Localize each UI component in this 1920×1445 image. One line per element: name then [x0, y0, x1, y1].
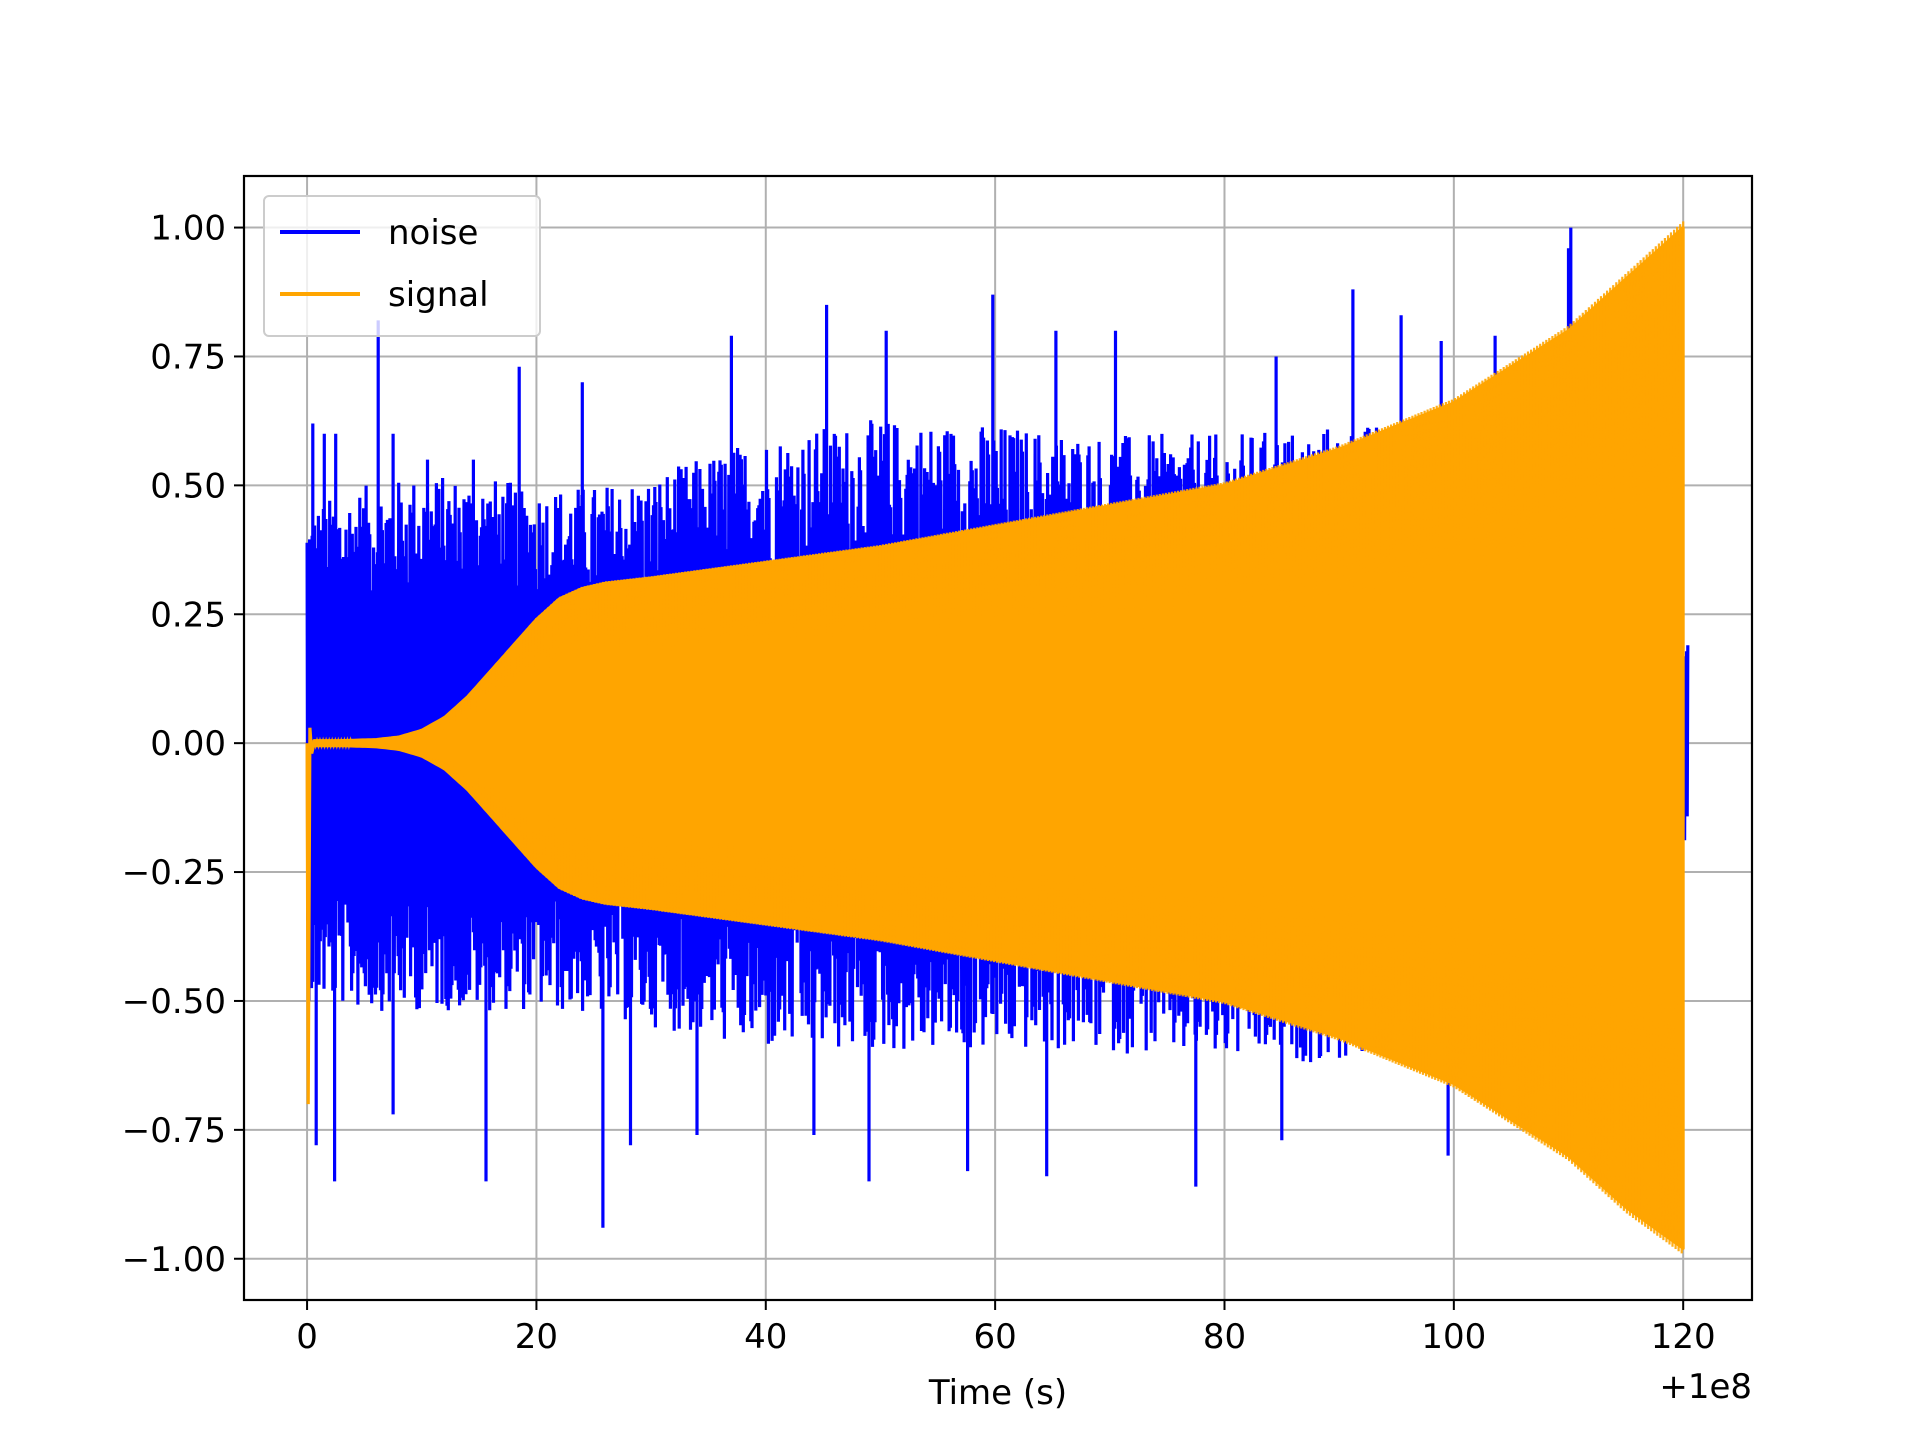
x-tick-label: 100	[1421, 1317, 1486, 1357]
y-tick-label: −1.00	[122, 1240, 226, 1280]
signal-series-line	[312, 221, 1685, 1254]
plot-area	[305, 221, 1690, 1254]
x-tick-label: 0	[296, 1317, 318, 1357]
x-tick-label: 80	[1203, 1317, 1246, 1357]
y-tick-label: −0.50	[122, 982, 226, 1022]
x-axis-label: Time (s)	[928, 1373, 1067, 1413]
legend: noise signal	[263, 195, 541, 337]
x-tick-label: 60	[974, 1317, 1017, 1357]
y-tick-label: 0.25	[150, 595, 226, 635]
signal-initial-transient	[305, 727, 316, 1105]
axes-frame	[242, 174, 1754, 1302]
legend-label-signal: signal	[388, 275, 489, 315]
y-axis: 1.00 0.75 0.50 0.25 0.00 −0.25 −0.50 −0.75 −1.00	[122, 209, 244, 1280]
y-tick-label: −0.75	[122, 1111, 226, 1151]
y-tick-label: −0.25	[122, 853, 226, 893]
legend-label-noise: noise	[388, 213, 478, 253]
y-tick-label: 1.00	[150, 209, 226, 249]
x-tick-label: 120	[1651, 1317, 1716, 1357]
x-axis-offset-label: +1e8	[1659, 1367, 1752, 1407]
y-tick-label: 0.75	[150, 337, 226, 377]
x-axis: 0 20 40 60 80 100 120	[296, 1300, 1716, 1357]
x-tick-label: 20	[515, 1317, 558, 1357]
y-tick-label: 0.00	[150, 724, 226, 764]
y-tick-label: 0.50	[150, 466, 226, 506]
x-tick-label: 40	[744, 1317, 787, 1357]
